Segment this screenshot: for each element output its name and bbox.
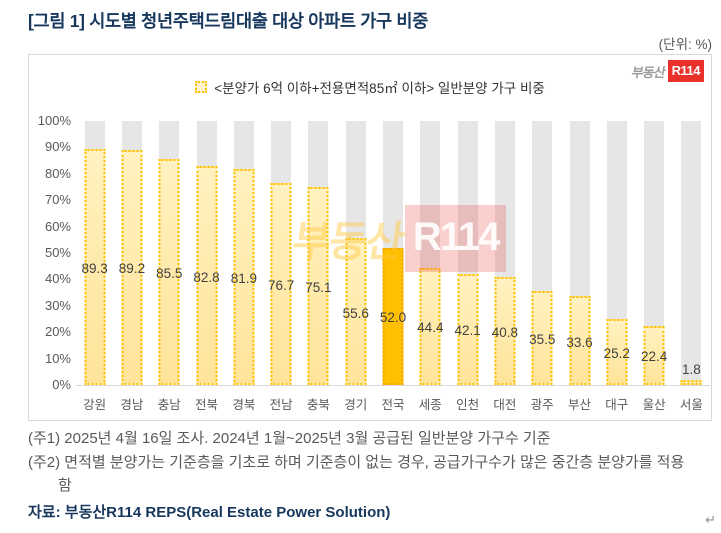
x-axis-label: 강원 — [83, 398, 107, 412]
bar — [680, 380, 702, 385]
bar-value-label: 89.3 — [81, 261, 108, 277]
bar-track — [644, 121, 665, 385]
bar-cell: 85.5 충남 — [151, 121, 188, 412]
x-axis-label: 전북 — [195, 398, 219, 412]
bar — [345, 238, 367, 385]
bar — [494, 277, 516, 385]
footnote-1: (주1) 2025년 4월 16일 조사. 2024년 1월~2025년 3월 … — [28, 430, 551, 447]
brand-logo-prefix: 부동산 — [630, 64, 666, 80]
bar-cell: 52.0 전국 — [374, 121, 411, 412]
bar-cell: 1.8 서울 — [673, 121, 710, 412]
legend-label: <분양가 6억 이하+전용면적85㎡ 이하> 일반분양 가구 비중 — [214, 81, 545, 96]
bar-value-label: 42.1 — [454, 323, 481, 339]
bar — [121, 149, 143, 385]
x-axis-label: 전국 — [381, 398, 405, 412]
x-axis-label: 광주 — [530, 398, 554, 412]
x-axis-label: 울산 — [642, 398, 666, 412]
bar-cell: 76.7 전남 — [262, 121, 299, 412]
bar — [84, 149, 106, 385]
footnote-2: (주2) 면적별 분양가는 기준층을 기초로 하며 기준층이 없는 경우, 공급… — [28, 453, 685, 495]
chart-legend: <분양가 6억 이하+전용면적85㎡ 이하> 일반분양 가구 비중 — [29, 77, 711, 97]
paragraph-mark: ↵ — [705, 512, 716, 527]
x-axis-label: 세종 — [418, 398, 442, 412]
bar-value-label: 44.4 — [417, 320, 444, 336]
y-axis-tick: 70% — [44, 192, 71, 208]
bar-value-label: 1.8 — [682, 362, 701, 378]
bar-cell: 81.9 경북 — [225, 121, 262, 412]
chart-box: 부동산 R114 <분양가 6억 이하+전용면적85㎡ 이하> 일반분양 가구 … — [28, 54, 712, 421]
bar-cell: 89.2 경남 — [113, 121, 150, 412]
bar — [531, 291, 553, 385]
bar — [196, 166, 218, 385]
bar-cell: 33.6 부산 — [561, 121, 598, 412]
y-axis-tick: 90% — [44, 139, 71, 155]
x-axis-label: 경기 — [344, 398, 368, 412]
bar — [643, 325, 665, 385]
x-axis-label: 인천 — [456, 398, 480, 412]
x-axis-label: 충남 — [157, 398, 181, 412]
bar-value-label: 81.9 — [230, 270, 257, 286]
x-axis-label: 충북 — [306, 398, 330, 412]
x-axis-label: 서울 — [679, 398, 703, 412]
bar-value-label: 33.6 — [566, 334, 593, 350]
bar — [233, 168, 255, 385]
bar-value-label: 85.5 — [156, 266, 183, 282]
y-axis-tick: 30% — [44, 297, 71, 313]
bar-value-label: 52.0 — [379, 310, 407, 326]
bar-cell: 89.3 강원 — [76, 121, 113, 412]
x-axis-label: 경남 — [120, 398, 144, 412]
bar-track — [681, 121, 702, 385]
y-axis-tick: 60% — [44, 218, 71, 234]
plot-area: 89.3 강원 89.2 경남 85.5 충남 82.8 전북 81.9 경북 76.7 전남 75.1… — [76, 121, 710, 412]
y-axis-tick: 20% — [44, 324, 71, 340]
bar — [569, 296, 590, 385]
y-axis-tick: 50% — [44, 245, 71, 260]
bar-value-label: 76.7 — [267, 277, 295, 293]
footnotes: (주1) 2025년 4월 16일 조사. 2024년 1월~2025년 3월 … — [28, 427, 696, 498]
bar-cell: 44.4 세종 — [412, 121, 449, 412]
bar-value-label: 89.2 — [118, 261, 146, 277]
bar-cell: 75.1 충북 — [300, 121, 337, 412]
x-axis-label: 대구 — [605, 398, 629, 412]
x-axis-label: 부산 — [567, 398, 592, 412]
bar-cell: 35.5 광주 — [524, 121, 561, 412]
x-axis-label: 전남 — [269, 398, 293, 412]
bar-cell: 82.8 전북 — [188, 121, 225, 412]
bar-value-label: 22.4 — [640, 349, 668, 365]
bar-value-label: 82.8 — [193, 269, 220, 285]
bar-value-label: 55.6 — [342, 305, 369, 321]
bar-value-label: 75.1 — [305, 279, 332, 295]
bar-cell: 40.8 대전 — [486, 121, 523, 412]
bar-cell: 42.1 인천 — [449, 121, 486, 412]
bar-value-label: 35.5 — [529, 332, 556, 348]
bar-cell: 55.6 경기 — [337, 121, 374, 412]
bar — [606, 318, 628, 385]
bar-value-label: 25.2 — [603, 345, 630, 361]
brand-logo-mark: R114 — [667, 60, 704, 82]
bar — [158, 159, 180, 385]
bar — [307, 186, 329, 385]
x-axis-label: 대전 — [493, 398, 517, 412]
brand-logo: 부동산 R114 — [630, 60, 704, 82]
bar — [457, 273, 479, 385]
y-axis-tick: 100% — [37, 113, 71, 128]
bar-cell: 22.4 울산 — [635, 121, 672, 412]
bar-value-label: 40.8 — [491, 325, 519, 341]
y-axis-tick: 80% — [44, 165, 71, 181]
source-line: 자료: 부동산R114 REPS(Real Estate Power Solut… — [28, 504, 391, 521]
y-axis-tick: 40% — [44, 271, 71, 287]
unit-label: (단위: %) — [658, 37, 712, 52]
y-axis-tick: 10% — [44, 350, 71, 366]
page-title: [그림 1] 시도별 청년주택드림대출 대상 아파트 가구 비중 — [28, 11, 429, 31]
legend-marker-icon — [195, 81, 208, 93]
x-axis-label: 경북 — [232, 398, 256, 412]
bar-cell: 25.2 대구 — [598, 121, 635, 412]
bar — [270, 182, 292, 385]
bar-highlighted — [382, 247, 404, 385]
y-axis-tick: 0% — [52, 377, 71, 392]
bar — [419, 267, 441, 385]
